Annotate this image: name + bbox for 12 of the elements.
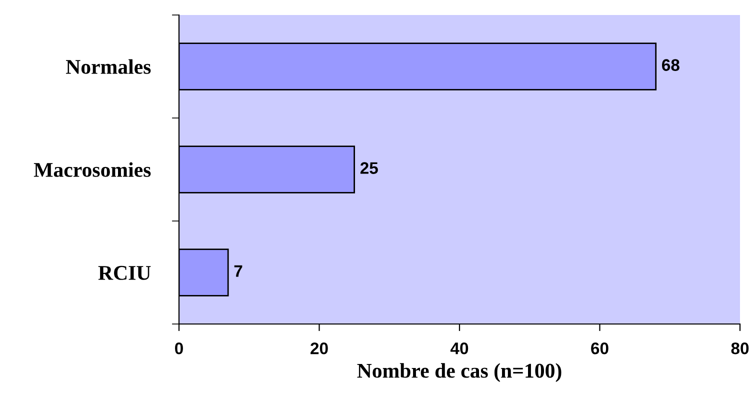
x-tick-label: 0 — [175, 342, 183, 354]
y-tick-label: RCIU — [98, 266, 151, 280]
x-tick-label: 60 — [591, 342, 608, 354]
data-label: 68 — [662, 59, 680, 71]
y-tick-label: Macrosomies — [34, 162, 151, 177]
x-axis-title: Nombre de cas (n=100) — [357, 363, 562, 382]
x-tick-label: 20 — [310, 342, 328, 354]
data-label: 25 — [360, 162, 378, 174]
x-tick-label: 80 — [731, 342, 749, 354]
x-tick-label: 40 — [450, 342, 468, 354]
data-label: 7 — [234, 265, 242, 277]
y-tick-label: Normales — [66, 59, 151, 74]
